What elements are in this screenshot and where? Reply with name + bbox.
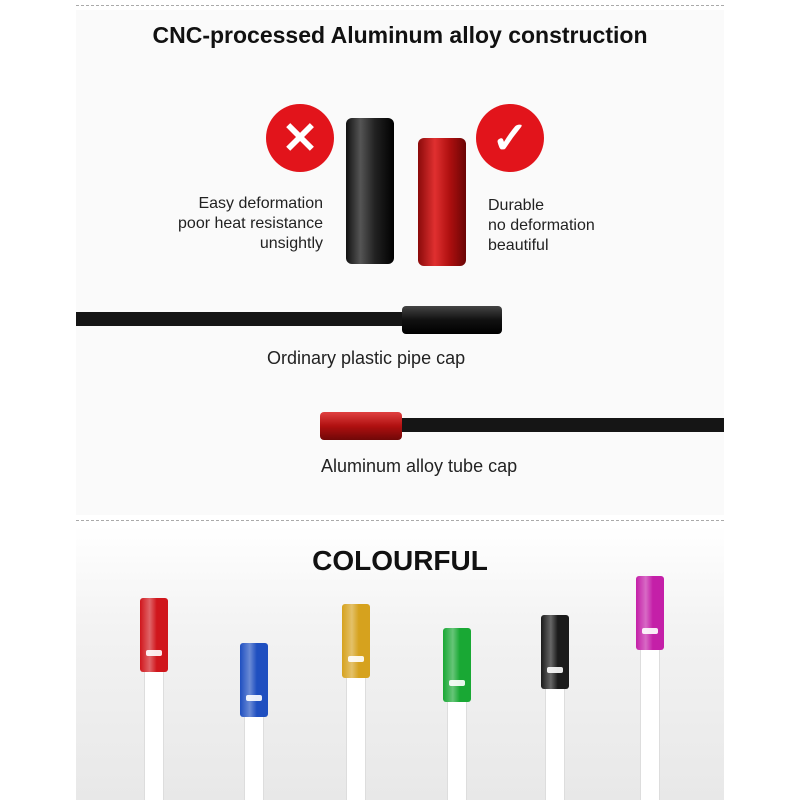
construction-title: CNC-processed Aluminum alloy constructio… — [152, 22, 648, 48]
bad-description: Easy deformation poor heat resistance un… — [178, 194, 323, 254]
cable-tube — [640, 646, 660, 800]
cap-4 — [443, 628, 471, 702]
brand-logo-icon — [146, 650, 162, 656]
cable-tube — [244, 713, 264, 800]
plastic-caption: Ordinary plastic pipe cap — [267, 348, 466, 368]
good-line: no deformation — [488, 217, 595, 234]
plastic-cable — [76, 312, 406, 326]
colourful-title: COLOURFUL — [312, 545, 488, 576]
cap-3 — [342, 604, 370, 678]
colourful-panel — [76, 526, 724, 800]
bad-line: Easy deformation — [198, 195, 323, 212]
aluminum-caption: Aluminum alloy tube cap — [321, 456, 518, 476]
brand-logo-icon — [547, 667, 563, 673]
divider-top — [76, 5, 724, 6]
good-description: Durable no deformation beautiful — [488, 196, 595, 256]
cap-6 — [636, 576, 664, 650]
divider-middle — [76, 520, 724, 521]
cap-5 — [541, 615, 569, 689]
aluminum-cap — [320, 412, 402, 440]
cable-tube — [346, 674, 366, 800]
brand-logo-icon — [246, 695, 262, 701]
cross-icon: ✕ — [266, 104, 334, 172]
good-line: beautiful — [488, 237, 549, 254]
aluminum-cap-image — [418, 138, 466, 266]
bad-line: unsightly — [259, 235, 323, 252]
brand-logo-icon — [348, 656, 364, 662]
cap-1 — [140, 598, 168, 672]
aluminum-cable — [398, 418, 724, 432]
cable-tube — [447, 698, 467, 800]
plastic-cap — [402, 306, 502, 334]
bad-line: poor heat resistance — [178, 215, 323, 232]
cable-tube — [545, 685, 565, 800]
cap-2 — [240, 643, 268, 717]
brand-logo-icon — [642, 628, 658, 634]
plastic-cap-image — [346, 118, 394, 264]
cable-tube — [144, 668, 164, 800]
check-icon: ✓ — [476, 104, 544, 172]
brand-logo-icon — [449, 680, 465, 686]
good-line: Durable — [488, 197, 545, 214]
